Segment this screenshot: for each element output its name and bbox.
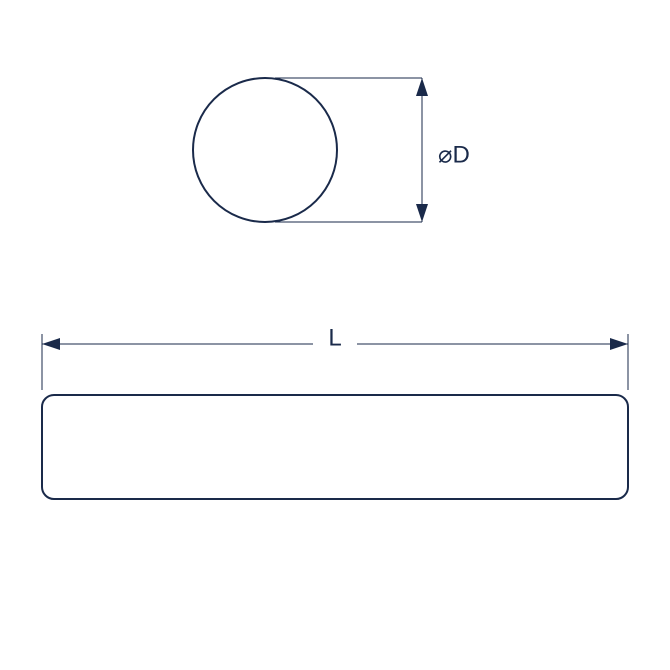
diameter-label: ⌀D [438, 141, 470, 168]
length-label: L [328, 325, 341, 352]
